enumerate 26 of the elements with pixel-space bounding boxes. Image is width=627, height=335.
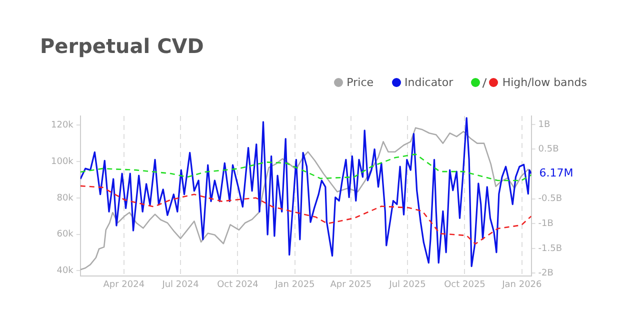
line-series	[80, 185, 532, 245]
x-tick-label: Jul 2024	[161, 280, 200, 290]
y2-tick-label: -0.5B	[538, 194, 562, 204]
x-tick-label: Oct 2025	[444, 280, 486, 290]
y2-tick-label: 0.5B	[538, 144, 559, 155]
y-tick-label: 40k	[56, 266, 74, 276]
line-series	[80, 154, 532, 182]
y2-tick-label: -1B	[538, 218, 554, 229]
y2-tick-label: 1B	[538, 120, 550, 130]
x-tick-label: Oct 2024	[217, 280, 259, 290]
chart-title: Perpetual CVD	[40, 34, 204, 58]
y-tick-label: 120k	[51, 120, 74, 130]
legend-label: Indicator	[404, 76, 454, 89]
legend-label: Price	[346, 76, 374, 89]
y-tick-label: 60k	[56, 230, 74, 240]
y-tick-label: 100k	[51, 156, 74, 167]
y2-tick-label: -1.5B	[538, 244, 562, 254]
x-tick-label: Apr 2025	[330, 280, 372, 290]
x-tick-label: Jan 2026	[501, 280, 542, 290]
y-tick-label: 80k	[56, 193, 74, 204]
x-tick-label: Apr 2024	[103, 280, 145, 290]
y2-tick-label: -2B	[538, 268, 554, 279]
text: 6.17M	[539, 166, 574, 180]
legend-label: High/low bands	[502, 76, 587, 89]
x-tick-label: Jul 2025	[388, 280, 426, 290]
x-tick-label: Jan 2025	[274, 280, 315, 290]
